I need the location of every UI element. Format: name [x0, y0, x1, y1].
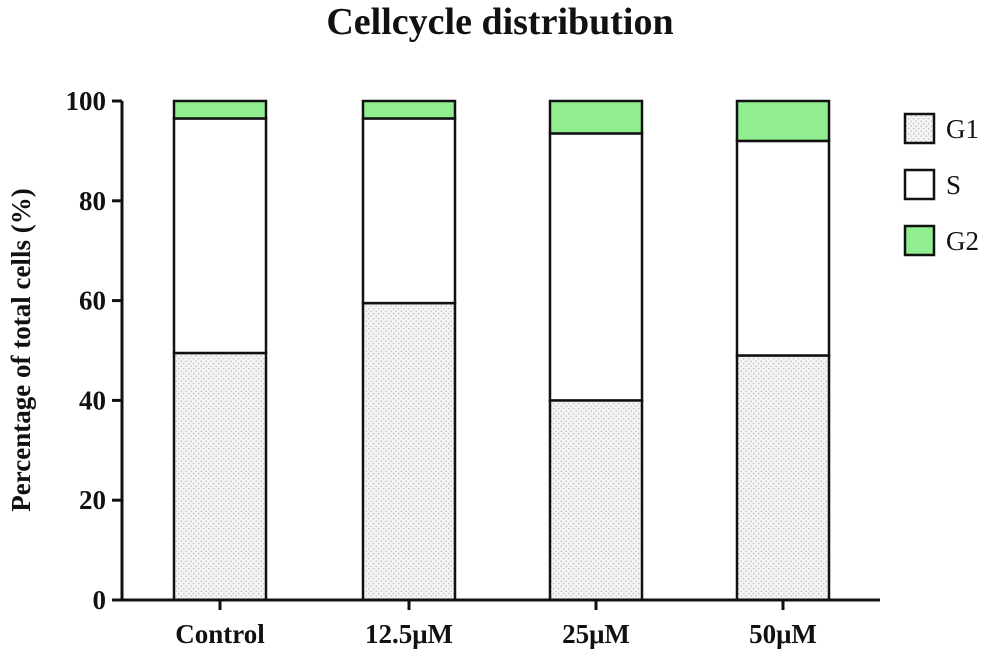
legend-swatch-g2	[903, 224, 936, 257]
axes-group: 0 20 40 60 80 100 Control 12.5μM 25μM 50μM	[66, 86, 880, 649]
bar-segment-s-1	[172, 117, 268, 355]
y-tick-label-20: 20	[79, 485, 106, 515]
bar-segment-g1-4	[735, 354, 831, 602]
bar-segment-s-3	[548, 132, 644, 402]
y-tick-label-60: 60	[79, 286, 106, 316]
y-tick-label-0: 0	[93, 585, 107, 615]
legend-label-s: S	[946, 170, 961, 200]
legend-label-g1: G1	[946, 114, 979, 144]
bar-segment-g1-1	[172, 351, 268, 602]
chart-title: Cellcycle distribution	[326, 1, 673, 43]
legend-label-g2: G2	[946, 226, 979, 256]
legend-swatch-s	[903, 168, 936, 201]
bar-segment-g2-2	[361, 99, 457, 120]
y-tick-label-100: 100	[66, 86, 107, 116]
bar-segment-g1-2	[361, 301, 457, 602]
y-tick-label-80: 80	[79, 186, 106, 216]
x-tick-label-4: 50μM	[749, 619, 817, 649]
legend: G1 S G2	[903, 112, 979, 257]
x-tick-label-2: 12.5μM	[365, 619, 453, 649]
bar-segment-g2-4	[735, 99, 831, 143]
x-tick-label-3: 25μM	[562, 619, 630, 649]
bar-segment-g2-3	[548, 99, 644, 135]
bars-group	[172, 99, 831, 602]
y-axis-label: Percentage of total cells (%)	[6, 188, 36, 511]
bar-segment-g2-1	[172, 99, 268, 120]
legend-swatch-g1	[903, 112, 936, 145]
bar-segment-s-4	[735, 139, 831, 357]
y-tick-label-40: 40	[79, 385, 106, 415]
bar-segment-g1-3	[548, 399, 644, 602]
bar-segment-s-2	[361, 117, 457, 305]
x-tick-label-1: Control	[175, 619, 265, 649]
